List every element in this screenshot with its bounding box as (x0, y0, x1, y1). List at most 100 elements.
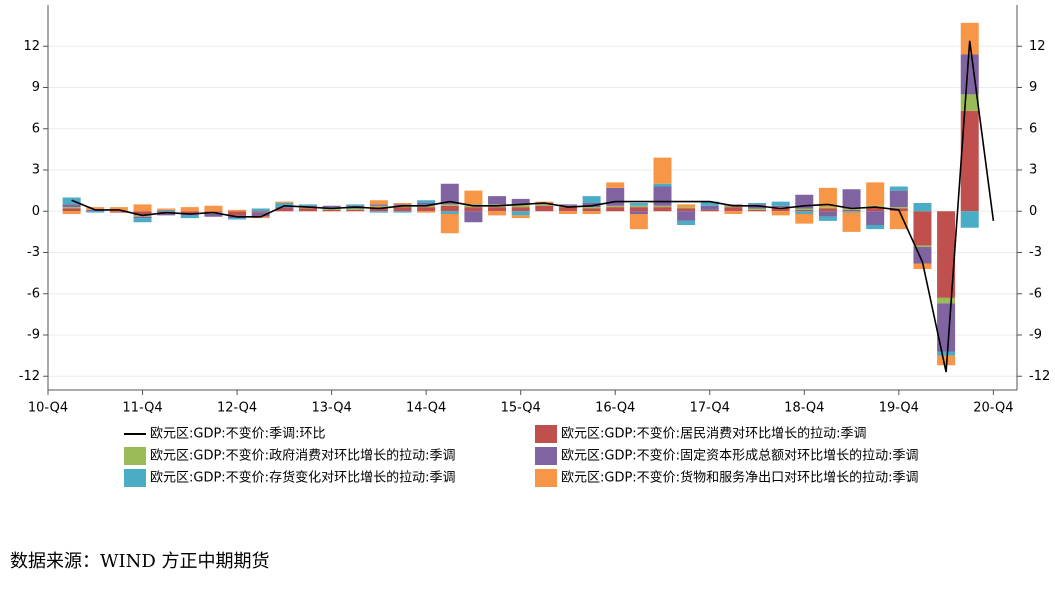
bar (629, 207, 648, 212)
legend-label: 欧元区:GDP:不变价:固定资本形成总额对环比增长的拉动:季调 (561, 448, 918, 464)
bar (157, 212, 176, 216)
legend-label: 欧元区:GDP:不变价:存货变化对环比增长的拉动:季调 (150, 470, 455, 486)
bar (748, 203, 767, 205)
bar (653, 183, 672, 187)
bar (889, 190, 908, 208)
bar (417, 207, 436, 212)
y2-tick-label: 6 (1029, 121, 1037, 136)
bar (464, 211, 483, 223)
bar (204, 214, 223, 217)
bar (180, 207, 199, 212)
bar (700, 201, 719, 206)
bar (109, 211, 128, 213)
legend-swatch (124, 447, 146, 465)
bar (511, 211, 530, 216)
bar (913, 245, 932, 247)
bar (866, 225, 885, 230)
line (71, 40, 995, 373)
bar (700, 205, 719, 210)
bar (511, 207, 530, 212)
bar (677, 207, 696, 209)
bar (818, 207, 837, 209)
bar (606, 205, 625, 208)
bar (653, 205, 672, 208)
bar (866, 211, 885, 225)
bar (511, 204, 530, 208)
bar (582, 208, 601, 212)
bar (558, 204, 577, 206)
bar (795, 214, 814, 224)
bar (204, 205, 223, 212)
bar (417, 211, 436, 213)
bar (629, 214, 648, 230)
x-tick-label: 18-Q4 (784, 401, 824, 416)
bar (842, 209, 861, 212)
bar (133, 211, 152, 216)
bar (677, 208, 696, 212)
bar (62, 204, 81, 208)
y-tick-label: 0 (32, 204, 40, 219)
bar (960, 94, 979, 111)
y-tick-label: 12 (23, 39, 40, 54)
y2-tick-label: 3 (1029, 163, 1037, 178)
y-tick-label: -3 (27, 245, 40, 260)
y-tick-label: -6 (27, 286, 40, 301)
y2-tick-label: -6 (1029, 286, 1042, 301)
bar (960, 211, 979, 228)
bar (369, 204, 388, 206)
bar (629, 205, 648, 208)
bar (937, 355, 956, 366)
bar (866, 207, 885, 212)
bar (582, 207, 601, 209)
bar (369, 211, 388, 213)
legend-label: 欧元区:GDP:不变价:季调:环比 (150, 426, 325, 442)
bar (251, 212, 270, 217)
bar (582, 211, 601, 214)
bar (440, 204, 459, 206)
x-tick-label: 14-Q4 (406, 401, 446, 416)
legend-label: 欧元区:GDP:不变价:货物和服务净出口对环比增长的拉动:季调 (561, 470, 918, 486)
legend-swatch (535, 447, 557, 465)
bar (795, 209, 814, 212)
source: 数据来源：WIND 方正中期期货 (10, 551, 270, 572)
bar (346, 209, 365, 212)
bar (393, 207, 412, 212)
bars (62, 22, 995, 373)
bar (228, 209, 247, 212)
x-tick-label: 10-Q4 (28, 401, 68, 416)
y-tick-label: 6 (32, 121, 40, 136)
bar (606, 207, 625, 212)
x-tick-label: 12-Q4 (217, 401, 257, 416)
bar (629, 211, 648, 214)
y2-tick-label: 12 (1029, 39, 1046, 54)
bar (724, 207, 743, 212)
bar (488, 211, 507, 216)
bar (606, 182, 625, 188)
bar (653, 157, 672, 184)
bar (937, 351, 956, 356)
bar (180, 211, 199, 214)
bar (228, 218, 247, 220)
bar (677, 211, 696, 221)
bar (228, 211, 247, 216)
y2-tick-label: 9 (1029, 80, 1037, 95)
bar (913, 203, 932, 212)
x-tick-label: 20-Q4 (973, 401, 1013, 416)
bar (889, 211, 908, 230)
x-tick-label: 13-Q4 (312, 401, 352, 416)
legend-swatch (535, 469, 557, 487)
bar (937, 211, 956, 298)
bar (511, 215, 530, 219)
bar (417, 200, 436, 203)
y-tick-label: 3 (32, 163, 40, 178)
bar (251, 208, 270, 212)
bar (62, 208, 81, 212)
bar (748, 209, 767, 212)
bar (748, 208, 767, 210)
bar (913, 263, 932, 269)
x-tick-label: 16-Q4 (595, 401, 635, 416)
bar (346, 208, 365, 210)
bar (369, 205, 388, 208)
bar (771, 211, 790, 216)
